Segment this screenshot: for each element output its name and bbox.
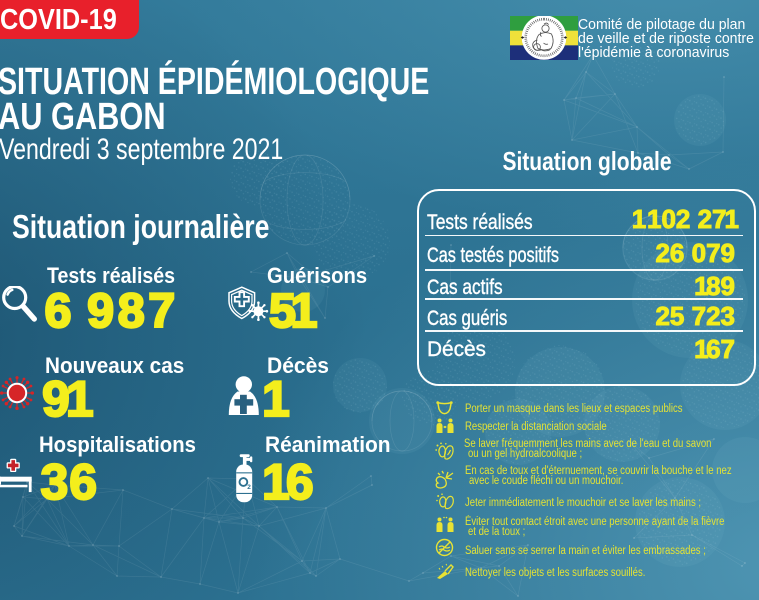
svg-text:2: 2 bbox=[247, 484, 251, 491]
